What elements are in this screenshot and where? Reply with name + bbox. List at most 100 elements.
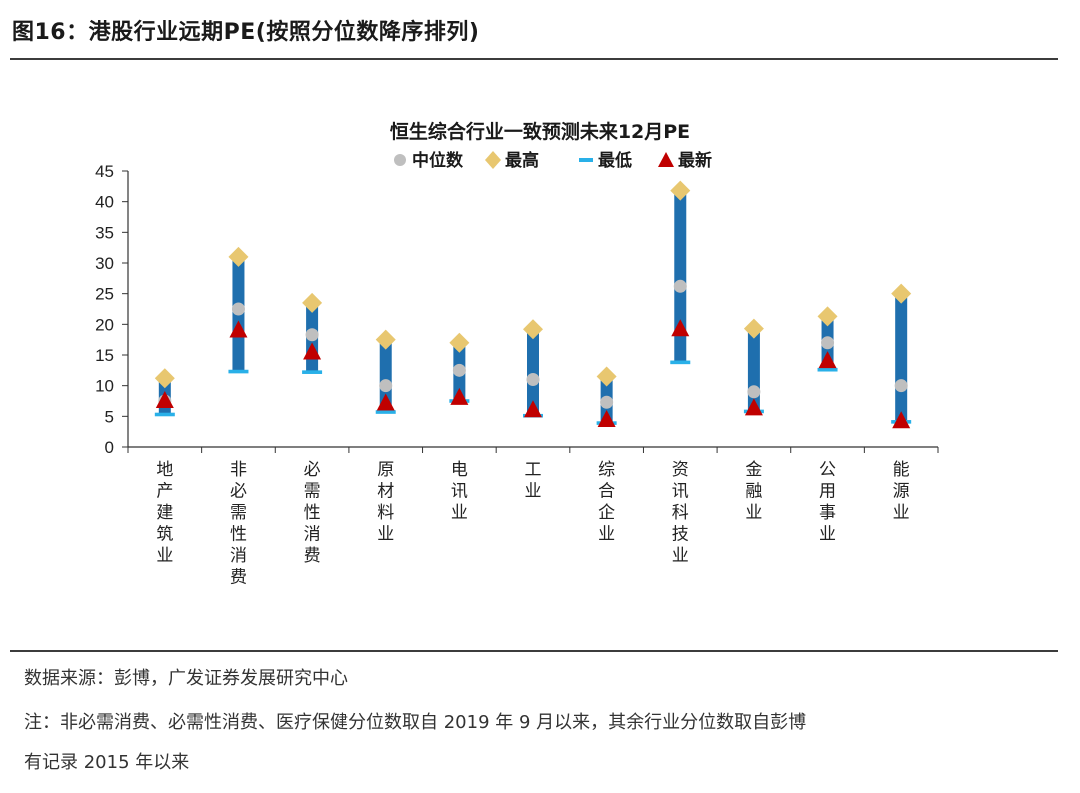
x-category-char: 原 [377, 460, 394, 480]
x-category-char: 电 [451, 460, 468, 480]
y-tick-label: 30 [95, 254, 114, 273]
low-marker [154, 412, 175, 417]
low-marker [670, 360, 691, 365]
high-marker [302, 292, 323, 313]
high-marker [817, 306, 838, 327]
x-category-char: 材 [377, 482, 394, 502]
chart-title: 恒生综合行业一致预测未来12月PE [390, 120, 690, 143]
x-category-char: 费 [230, 568, 247, 588]
top-divider [10, 58, 1058, 60]
note-line-2: 有记录 2015 年以来 [24, 752, 190, 773]
x-category-label: 工业 [525, 460, 542, 502]
latest-marker [450, 387, 469, 405]
low-marker [302, 370, 323, 374]
latest-marker [155, 391, 174, 408]
x-category-char: 能 [893, 460, 910, 480]
x-category-char: 消 [230, 546, 247, 566]
plot-area [154, 180, 912, 429]
legend-median-symbol [394, 154, 406, 166]
x-category-char: 源 [893, 482, 910, 502]
range-bar [527, 329, 539, 416]
x-category-char: 资 [672, 460, 689, 480]
median-marker [452, 363, 466, 377]
legend-label: 最高 [505, 150, 539, 171]
x-category-char: 工 [525, 460, 542, 480]
high-marker [670, 180, 691, 201]
low-marker [817, 367, 838, 372]
note-line-1: 注：非必需消费、必需性消费、医疗保健分位数取自 2019 年 9 月以来，其余行… [24, 712, 807, 733]
x-category-char: 性 [304, 503, 321, 523]
median-marker [305, 328, 319, 342]
x-category-char: 讯 [451, 482, 468, 502]
x-category-char: 用 [819, 482, 836, 502]
legend-label: 最低 [598, 150, 632, 171]
median-marker [379, 379, 393, 393]
median-marker [894, 379, 908, 393]
range-bar [674, 190, 687, 363]
x-category-char: 业 [156, 546, 173, 566]
median-marker [673, 279, 687, 293]
median-marker [747, 385, 761, 399]
x-category-char: 业 [819, 525, 836, 545]
latest-marker [524, 400, 542, 418]
low-marker [375, 410, 396, 414]
x-category-char: 筑 [156, 525, 173, 545]
legend: 中位数 最高 最低 最新 [394, 150, 712, 171]
x-category-char: 合 [598, 482, 615, 502]
legend-high-symbol [485, 151, 501, 169]
y-tick-label: 40 [95, 193, 114, 212]
bottom-divider [10, 650, 1058, 652]
figure-title: 图16：港股行业远期PE(按照分位数降序排列) [12, 20, 480, 45]
x-category-char: 融 [745, 482, 762, 502]
x-category-char: 金 [745, 460, 762, 480]
x-category-char: 业 [598, 525, 615, 545]
legend-label: 中位数 [412, 150, 464, 171]
x-category-label: 金融业 [745, 460, 762, 523]
y-axis: 0 5 10 15 20 25 30 35 40 45 [95, 162, 129, 457]
latest-marker [744, 398, 763, 416]
x-category-char: 业 [745, 503, 762, 523]
latest-marker [597, 410, 616, 428]
x-category-char: 公 [819, 460, 836, 480]
y-tick-label: 10 [95, 377, 114, 396]
legend-item: 最新 [658, 150, 712, 171]
median-marker [821, 336, 835, 350]
source-text: 数据来源：彭博，广发证券发展研究中心 [24, 668, 348, 689]
y-tick-label: 0 [105, 438, 114, 457]
x-category-label: 能源业 [893, 460, 910, 523]
x-category-char: 消 [304, 525, 321, 545]
x-category-char: 需 [230, 503, 247, 523]
x-category-char: 综 [598, 460, 615, 480]
x-category-char: 事 [819, 503, 836, 523]
x-category-char: 企 [598, 503, 615, 523]
x-category-char: 必 [304, 460, 321, 480]
y-tick-label: 5 [105, 407, 114, 426]
y-tick-label: 20 [95, 315, 114, 334]
latest-marker [892, 411, 911, 429]
median-marker [526, 373, 540, 387]
x-category-char: 业 [893, 503, 910, 523]
latest-marker [229, 320, 248, 338]
low-marker [228, 369, 249, 374]
median-marker [231, 302, 245, 316]
x-category-char: 科 [672, 503, 689, 523]
x-category-char: 产 [156, 482, 173, 502]
x-category-label: 电讯业 [451, 460, 468, 523]
x-category-char: 讯 [672, 482, 689, 502]
y-tick-label: 15 [95, 346, 114, 365]
legend-low-symbol [579, 158, 593, 162]
y-tick-label: 45 [95, 162, 114, 181]
x-category-char: 非 [230, 460, 247, 480]
y-tick-label: 35 [95, 223, 114, 242]
x-category-char: 性 [230, 525, 247, 545]
high-marker [375, 329, 396, 350]
x-category-label: 必需性消费 [304, 460, 321, 566]
range-bar [895, 293, 908, 422]
latest-marker [376, 393, 395, 411]
